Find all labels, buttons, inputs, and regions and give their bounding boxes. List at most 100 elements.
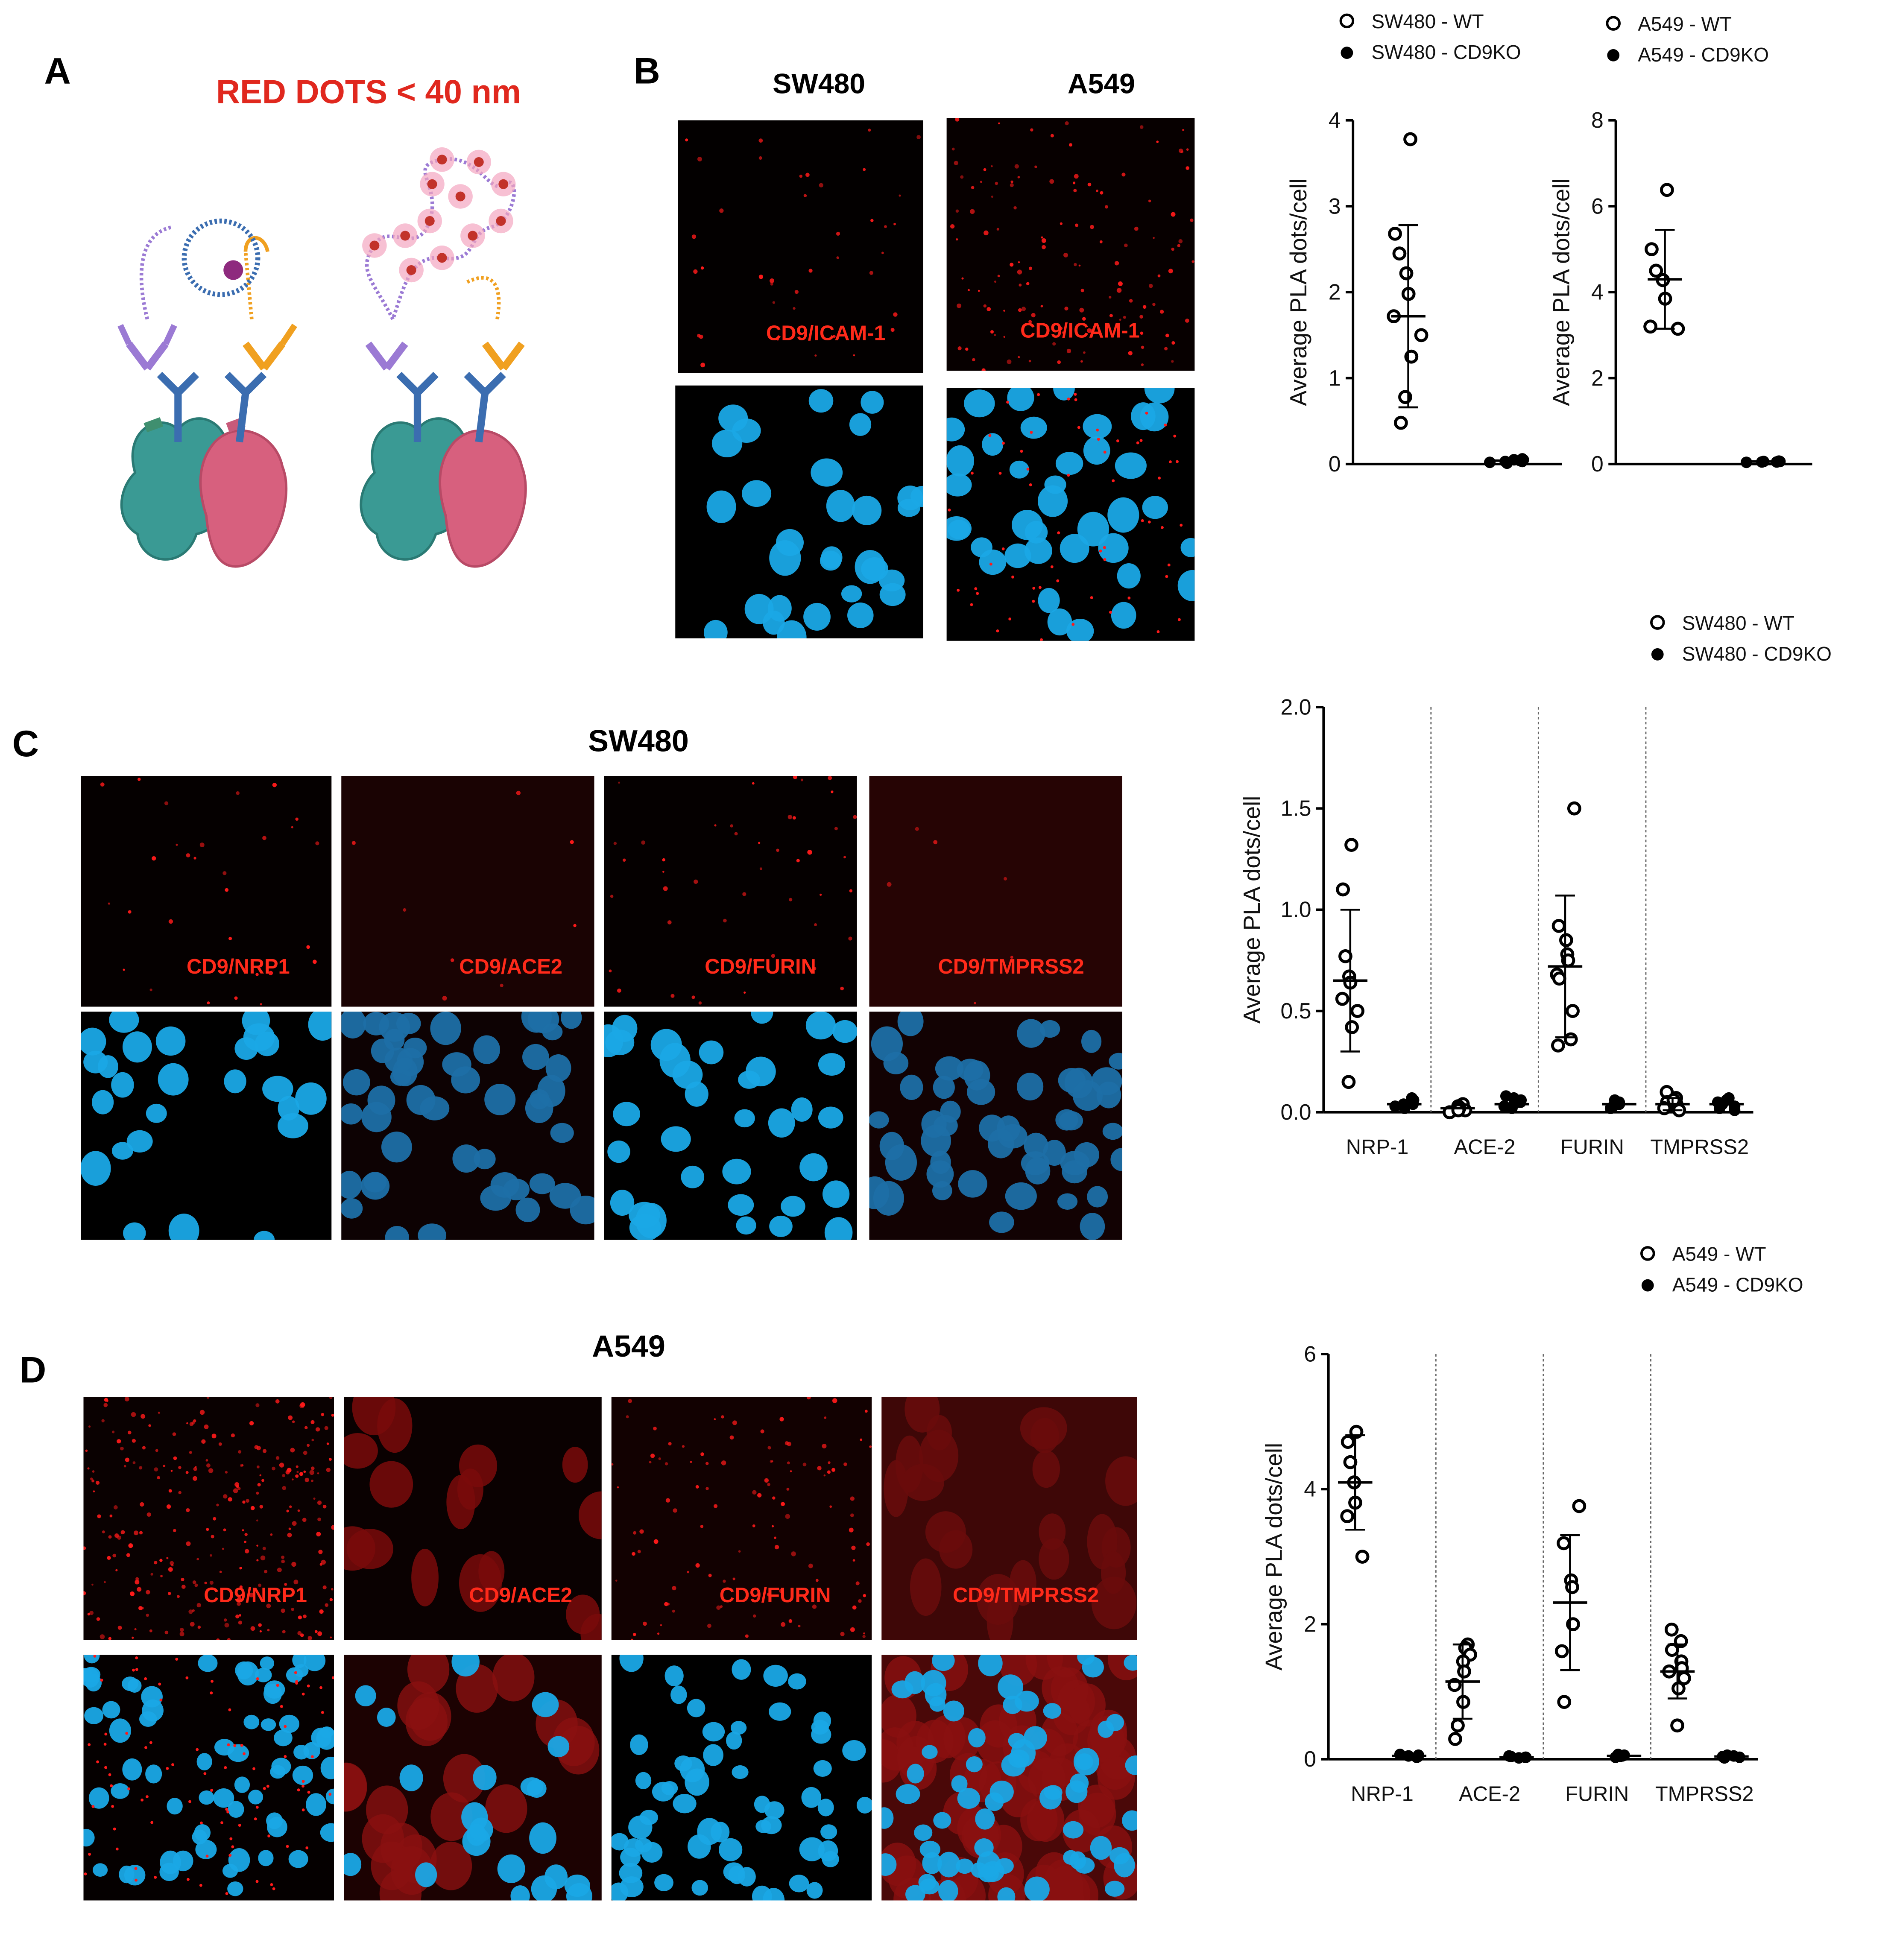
pla-signal-dot xyxy=(723,1580,726,1583)
cell-body xyxy=(492,1655,535,1702)
pla-signal-dot xyxy=(700,363,705,368)
nucleus xyxy=(1004,543,1031,568)
nucleus xyxy=(734,1109,755,1128)
nucleus xyxy=(841,585,862,603)
pla-signal-dot xyxy=(851,1545,856,1550)
pla-signal-dot xyxy=(113,1505,118,1509)
pla-signal-dot xyxy=(1057,360,1061,364)
pla-signal-dot xyxy=(304,1426,308,1430)
pla-signal-dot xyxy=(738,1550,741,1553)
nucleus xyxy=(266,1812,283,1829)
pla-signal-dot xyxy=(322,1504,327,1509)
data-point-wt xyxy=(1665,1643,1679,1657)
pla-signal-dot xyxy=(286,1845,289,1848)
nucleus xyxy=(1090,1836,1112,1860)
pla-signal-dot xyxy=(101,1419,105,1422)
pla-signal-dot xyxy=(744,991,746,994)
cell-body xyxy=(443,1754,486,1803)
pla-signal-dot xyxy=(1116,288,1122,293)
pla-signal-dot xyxy=(306,945,310,949)
pla-signal-dot xyxy=(770,278,774,283)
pla-signal-dot xyxy=(163,1465,166,1467)
chart-d-a549: 0 2 4 6 Average PLA dots/cell NRP-1 ACE-2 FURIN… xyxy=(1261,1341,1758,1806)
nucleus xyxy=(473,1035,500,1064)
nucleus xyxy=(811,458,843,487)
pla-signal-dot xyxy=(319,1686,322,1689)
pla-signal-dot xyxy=(1141,363,1144,366)
nucleus xyxy=(861,391,884,414)
pla-signal-dot xyxy=(294,1671,297,1674)
pla-signal-dot xyxy=(139,1466,143,1470)
pla-signal-dot xyxy=(190,1622,195,1627)
pla-signal-dot xyxy=(295,817,299,821)
pla-signal-dot xyxy=(1007,359,1012,364)
nucleus xyxy=(914,1824,933,1841)
micrograph-d-furin-merge xyxy=(611,1655,872,1901)
pla-signal-dot xyxy=(280,1705,283,1708)
open-circle-marker xyxy=(1650,614,1665,629)
pla-signal-dot xyxy=(850,1513,854,1517)
nucleus xyxy=(1083,436,1110,465)
pla-signal-dot xyxy=(188,1609,193,1614)
nucleus xyxy=(624,1838,644,1857)
pla-signal-dot xyxy=(978,290,980,292)
pla-signal-dot xyxy=(210,1691,213,1695)
pla-signal-dot xyxy=(658,1457,661,1460)
pla-signal-dot xyxy=(164,801,169,805)
pla-signal-dot xyxy=(100,782,105,787)
nucleus xyxy=(822,1180,850,1208)
nucleus xyxy=(629,1214,661,1240)
pla-signal-dot xyxy=(1186,166,1190,170)
pla-signal-dot xyxy=(772,301,775,304)
pla-signal-dot xyxy=(258,1623,262,1627)
pla-signal-dot xyxy=(91,1479,95,1483)
pla-signal-dot xyxy=(275,1399,280,1404)
nucleus xyxy=(274,1729,293,1746)
nucleus xyxy=(736,1216,756,1235)
pla-signal-dot xyxy=(181,1577,184,1581)
pla-signal-dot xyxy=(108,902,110,905)
nucleus xyxy=(532,1692,559,1717)
pla-signal-dot xyxy=(309,1470,314,1475)
pla-signal-dot xyxy=(208,1468,214,1473)
nucleus xyxy=(1066,1780,1088,1803)
pla-signal-dot xyxy=(254,1445,259,1449)
nucleus xyxy=(81,1027,106,1056)
pla-signal-dot xyxy=(983,304,987,308)
pla-signal-dot xyxy=(211,1535,214,1539)
pla-signal-dot xyxy=(270,1883,273,1886)
pla-signal-dot xyxy=(100,1679,103,1682)
label-d-nrp1: CD9/NRP1 xyxy=(204,1583,307,1607)
pla-signal-dot xyxy=(1050,134,1054,137)
pla-signal-dot xyxy=(288,1415,293,1420)
pla-signal-dot xyxy=(1160,310,1164,314)
nucleus xyxy=(93,1863,108,1877)
pla-signal-dot xyxy=(168,919,173,924)
nucleus xyxy=(83,1828,95,1847)
pla-signal-dot xyxy=(1177,244,1181,248)
pla-signal-dot xyxy=(225,888,229,892)
pla-signal-dot xyxy=(150,1821,154,1824)
label-c-ace2: CD9/ACE2 xyxy=(459,955,563,979)
data-point-wt xyxy=(1451,1103,1466,1117)
nucleus xyxy=(522,1044,549,1070)
pla-signal-dot xyxy=(154,1561,158,1565)
legend-b-sw480-wt: SW480 - WT xyxy=(1371,12,1484,33)
nucleus xyxy=(1080,1213,1105,1240)
data-point-wt xyxy=(1649,263,1663,278)
nucleus xyxy=(897,1012,924,1036)
pla-signal-dot xyxy=(313,1497,316,1500)
pla-signal-dot xyxy=(199,1884,202,1887)
nucleus xyxy=(956,1858,974,1874)
y-tick-label: 4 xyxy=(1329,108,1341,132)
pla-signal-dot xyxy=(210,1789,214,1792)
nucleus xyxy=(635,1772,652,1790)
pla-signal-dot xyxy=(223,1618,227,1622)
pla-signal-dot xyxy=(1060,222,1063,225)
pla-signal-dot xyxy=(1066,348,1071,354)
pla-signal-dot xyxy=(767,1446,771,1450)
data-point-wt xyxy=(1414,328,1428,342)
pla-signal-dot xyxy=(1118,281,1123,286)
nucleus xyxy=(469,1817,493,1842)
pla-signal-dot xyxy=(281,1559,285,1564)
